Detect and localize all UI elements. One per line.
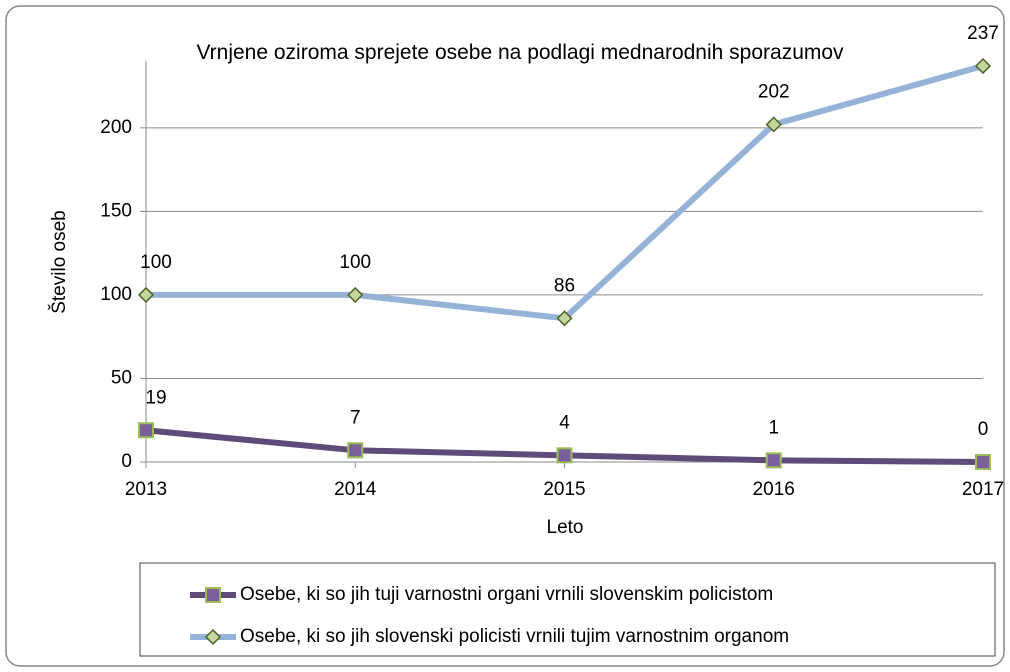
x-tick-label: 2015 bbox=[543, 479, 585, 500]
x-tick-label: 2016 bbox=[753, 479, 795, 500]
data-point bbox=[347, 442, 364, 459]
data-label: 237 bbox=[967, 23, 999, 44]
data-point bbox=[765, 116, 782, 133]
legend-marker bbox=[204, 628, 222, 646]
data-label: 100 bbox=[140, 252, 172, 273]
legend-marker bbox=[205, 587, 221, 603]
data-label: 86 bbox=[554, 275, 575, 296]
data-point bbox=[137, 286, 155, 303]
y-tick-label: 200 bbox=[100, 117, 132, 138]
data-label: 19 bbox=[145, 387, 166, 408]
legend-label: Osebe, ki so jih tuji varnostni organi v… bbox=[240, 584, 773, 605]
y-axis-label: Število oseb bbox=[48, 210, 70, 314]
data-point bbox=[975, 454, 991, 470]
x-tick-label: 2014 bbox=[334, 479, 377, 500]
x-axis-label: Leto bbox=[547, 517, 584, 538]
data-label: 7 bbox=[350, 407, 361, 428]
data-point bbox=[974, 57, 992, 75]
x-tick-label: 2017 bbox=[962, 479, 1004, 500]
data-label: 1 bbox=[768, 417, 779, 438]
y-tick-label: 100 bbox=[100, 284, 132, 305]
data-label: 0 bbox=[978, 419, 989, 440]
data-point bbox=[765, 452, 782, 469]
data-point bbox=[556, 447, 573, 464]
chart-title: Vrnjene oziroma sprejete osebe na podlag… bbox=[196, 41, 844, 64]
data-point bbox=[138, 422, 154, 439]
legend-box bbox=[139, 562, 996, 657]
legend-label: Osebe, ki so jih slovenski policisti vrn… bbox=[240, 626, 789, 647]
data-label: 4 bbox=[559, 412, 570, 433]
y-tick-label: 50 bbox=[111, 367, 132, 388]
data-point bbox=[556, 310, 573, 327]
data-label: 202 bbox=[758, 82, 790, 103]
x-tick-label: 2013 bbox=[125, 479, 167, 500]
data-point bbox=[347, 286, 364, 303]
chart-border bbox=[5, 5, 1005, 667]
data-label: 100 bbox=[339, 252, 371, 273]
y-tick-label: 0 bbox=[121, 451, 132, 472]
y-tick-label: 150 bbox=[100, 200, 132, 221]
